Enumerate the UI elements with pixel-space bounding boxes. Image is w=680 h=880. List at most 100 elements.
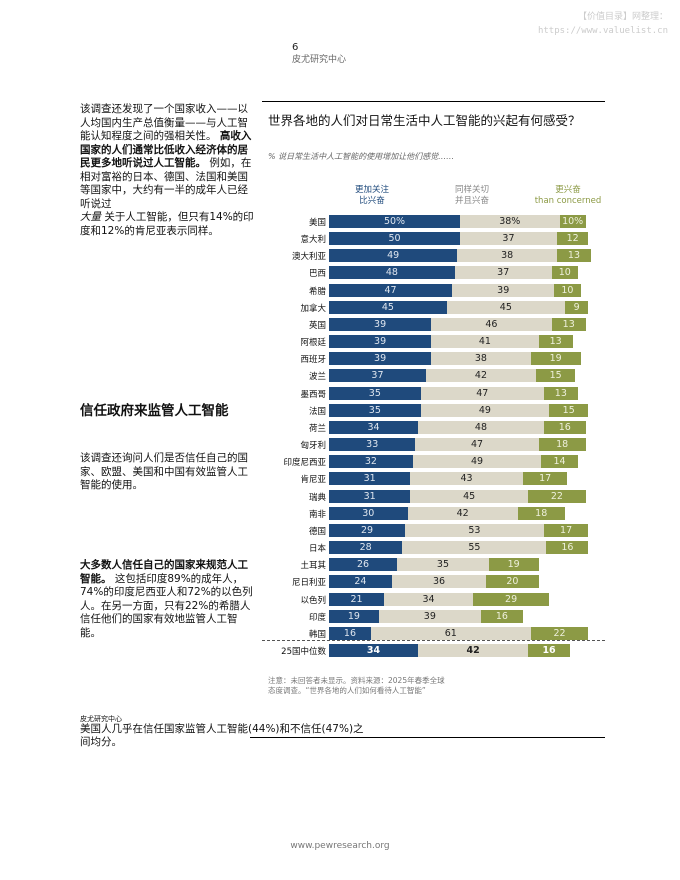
- bar-segment-concerned: 49: [329, 249, 458, 263]
- bar-segment-equal: 49: [412, 455, 542, 469]
- category-label: 英国: [308, 320, 326, 331]
- bar-segment-excited: 14: [541, 455, 578, 469]
- bar-segment-excited: 13: [543, 386, 578, 400]
- legend-excited: 更兴奋 than concerned: [530, 185, 606, 207]
- bar-segment-excited: 9: [564, 300, 589, 314]
- category-label: 德国: [308, 526, 326, 537]
- bar-segment-concerned: 31: [329, 489, 411, 503]
- bar-segment-concerned: 50: [329, 232, 460, 246]
- bar-segment-concerned: 24: [329, 575, 392, 589]
- text: 该调查还发现了一个国家收入——以人均国内生产总值衡量——与人工智能认知程度之间的…: [80, 103, 248, 142]
- bar-segment-equal: 38: [431, 352, 531, 366]
- category-label: 荷兰: [308, 423, 326, 434]
- footer-org: 皮尤研究中心: [80, 715, 122, 723]
- category-label: 印度: [308, 612, 326, 623]
- bar-segment-excited: 16: [528, 644, 571, 657]
- bar-segment-equal: 37: [454, 266, 552, 280]
- chart-title: 世界各地的人们对日常生活中人工智能的兴起有何感受？: [268, 113, 581, 128]
- bar-segment-excited: 12: [556, 232, 589, 246]
- chart-note: 注意：未回答者未显示。资料来源：2025年春季全球态度调查。“世界各地的人们如何…: [268, 676, 445, 695]
- bar-segment-excited: 15: [549, 403, 589, 417]
- category-label: 墨西哥: [300, 389, 326, 400]
- bar-segment-concerned: 39: [329, 317, 432, 331]
- text: 这包括印度89%的成年人，74%的印度尼西亚人和72%的以色列人。在另一方面，只…: [80, 572, 253, 639]
- bar-segment-excited: 17: [543, 523, 589, 537]
- bar-segment-equal: 61: [370, 626, 531, 640]
- paragraph-trust: 该调查还询问人们是否信任自己的国家、欧盟、美国和中国有效监管人工智能的使用。: [80, 452, 248, 491]
- category-label: 韩国: [308, 629, 326, 640]
- bar-segment-excited: 16: [543, 420, 586, 434]
- bar-segment-concerned: 48: [329, 266, 455, 280]
- text: 关于人工智能，但只有14%的印度和12%的肯尼亚表示同样。: [80, 211, 254, 237]
- bar-segment-excited: 16: [480, 609, 523, 623]
- bar-segment-equal: 45: [446, 300, 565, 314]
- bar-segment-concerned: 19: [329, 609, 379, 623]
- category-label: 日本: [308, 544, 326, 555]
- category-label: 美国: [308, 218, 326, 228]
- bar-segment-equal: 47: [415, 438, 539, 452]
- category-label: 希腊: [308, 286, 326, 297]
- category-label: 印度尼西亚: [283, 458, 326, 469]
- bar-segment-equal: 49: [420, 403, 550, 417]
- bar-segment-excited: 15: [535, 369, 576, 383]
- category-label: 加拿大: [300, 303, 326, 314]
- bar-segment-equal: 39: [378, 609, 481, 623]
- bar-segment-equal: 39: [452, 283, 555, 297]
- bar-segment-equal: 47: [420, 386, 544, 400]
- category-label: 意大利: [300, 235, 326, 246]
- bar-segment-concerned: 39: [329, 352, 432, 366]
- category-label: 法国: [308, 406, 326, 417]
- category-label: 波兰: [308, 372, 326, 383]
- category-label: 尼日利亚: [291, 578, 326, 589]
- category-label: 匈牙利: [300, 441, 326, 452]
- bar-segment-concerned: 31: [329, 472, 411, 486]
- bar-segment-concerned: 26: [329, 558, 398, 572]
- text: 例如，在相对富裕的日本、德国、法国和美国等国家中，大约有一半的成年人已经听说过: [80, 157, 252, 210]
- bar-segment-excited: 10: [551, 266, 578, 280]
- site-url: www.pewresearch.org: [290, 841, 390, 851]
- bar-segment-equal: 48: [418, 420, 544, 434]
- header-org: 皮尤研究中心: [292, 55, 347, 65]
- footer-rule: [250, 737, 605, 738]
- bar-segment-equal: 35: [397, 558, 489, 572]
- bar-segment-excited: 13: [556, 249, 591, 263]
- category-label: 以色列: [300, 595, 326, 606]
- category-label: 南非: [308, 509, 326, 520]
- footer-text: 美国人几乎在信任国家监管人工智能(44%)和不信任(47%)之间均分。: [80, 723, 364, 748]
- bar-segment-excited: 19: [488, 558, 539, 572]
- bar-segment-concerned: 37: [329, 369, 426, 383]
- bar-segment-excited: 18: [517, 506, 565, 520]
- bar-segment-concerned: 16: [329, 626, 371, 640]
- bar-segment-equal: 37: [460, 232, 557, 246]
- category-label: 澳大利亚: [291, 252, 326, 263]
- legend-label: 更加关注: [354, 185, 389, 195]
- bold-text: 高收入国家的人们通常比低收入经济体的居民更多地听说过人工智能。: [80, 130, 252, 169]
- bar-segment-excited: 29: [473, 592, 550, 606]
- bar-segment-concerned: 32: [329, 455, 413, 469]
- bar-segment-equal: 53: [404, 523, 544, 537]
- chart-subtitle: % 说日常生活中人工智能的使用增加让他们感觉……: [268, 152, 455, 161]
- bar-segment-equal: 34: [384, 592, 474, 606]
- bar-segment-excited: 10: [554, 283, 581, 297]
- bold-text: 大多数人信任自己的国家来规范人工智能。: [80, 559, 248, 585]
- bar-segment-equal: 55: [402, 541, 547, 555]
- bar-segment-excited: 22: [530, 626, 589, 640]
- paragraph-own-country: 大多数人信任自己的国家来规范人工智能。 这包括印度89%的成年人，74%的印度尼…: [80, 559, 255, 640]
- bar-segment-equal: 46: [431, 317, 552, 331]
- bar-segment-excited: 16: [546, 541, 589, 555]
- bar-segment-excited: 13: [538, 335, 573, 349]
- bar-segment-concerned: 29: [329, 523, 405, 537]
- bar-segment-concerned: 33: [329, 438, 416, 452]
- bar-segment-equal: 42: [425, 369, 536, 383]
- bar-segment-excited: 18: [538, 438, 586, 452]
- legend-label: 比兴奋: [359, 196, 385, 206]
- bar-segment-equal: 42: [418, 644, 529, 657]
- category-label: 西班牙: [300, 355, 326, 366]
- bar-segment-concerned: 21: [329, 592, 385, 606]
- bar-segment-concerned: 45: [329, 300, 447, 314]
- bar-segment-concerned: 30: [329, 506, 408, 520]
- bar-segment-concerned: 35: [329, 386, 421, 400]
- watermark-line1: 【价值目录】网整理：: [577, 12, 668, 22]
- bar-segment-equal: 41: [431, 335, 539, 349]
- bar-segment-concerned: 35: [329, 403, 421, 417]
